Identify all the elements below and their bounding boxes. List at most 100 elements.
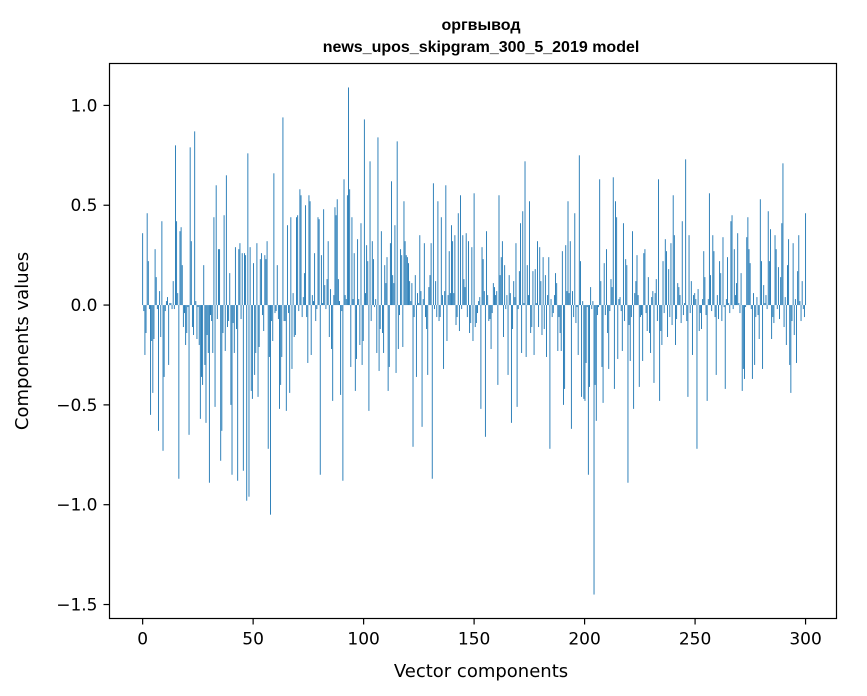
bar bbox=[173, 305, 175, 310]
bar bbox=[732, 305, 734, 310]
bar bbox=[266, 241, 268, 306]
bar bbox=[596, 305, 598, 316]
bar bbox=[319, 305, 321, 475]
bar bbox=[158, 305, 159, 431]
bar bbox=[213, 217, 215, 306]
bar bbox=[306, 305, 308, 318]
bar bbox=[616, 217, 618, 306]
bar bbox=[525, 305, 527, 357]
bar bbox=[227, 305, 228, 328]
bar bbox=[411, 283, 413, 306]
bar bbox=[715, 305, 717, 375]
bar bbox=[475, 305, 477, 324]
bar bbox=[527, 295, 529, 306]
bar bbox=[652, 291, 654, 306]
bar bbox=[551, 305, 553, 318]
bar bbox=[523, 303, 525, 306]
bar bbox=[251, 305, 253, 399]
bar bbox=[206, 305, 208, 336]
bar bbox=[577, 305, 579, 355]
bar bbox=[641, 305, 642, 316]
bar bbox=[302, 297, 304, 306]
bar bbox=[636, 255, 638, 306]
bar bbox=[361, 305, 363, 365]
bar bbox=[706, 305, 708, 401]
bar bbox=[224, 305, 226, 351]
bar bbox=[634, 293, 636, 306]
bar bbox=[392, 275, 394, 306]
bar bbox=[150, 305, 152, 415]
bar bbox=[457, 213, 459, 306]
bar bbox=[659, 305, 661, 401]
bar bbox=[586, 305, 588, 308]
bar bbox=[681, 221, 683, 306]
bar bbox=[582, 301, 584, 306]
bar bbox=[550, 299, 552, 306]
bar bbox=[441, 295, 443, 306]
bar bbox=[274, 305, 276, 314]
bar bbox=[530, 305, 532, 334]
bar bbox=[513, 281, 515, 306]
bar bbox=[572, 291, 573, 306]
bar bbox=[654, 293, 656, 306]
bar bbox=[148, 305, 150, 310]
bar bbox=[529, 201, 530, 306]
bar bbox=[452, 241, 454, 306]
bar bbox=[254, 305, 256, 375]
y-tick-label: 1.0 bbox=[70, 96, 97, 116]
bar bbox=[521, 305, 523, 353]
bar bbox=[540, 281, 542, 306]
bar bbox=[486, 231, 488, 306]
bar bbox=[800, 305, 802, 322]
bar bbox=[444, 291, 446, 306]
bar bbox=[249, 247, 251, 306]
bar bbox=[506, 295, 508, 306]
bar bbox=[798, 235, 800, 306]
bar bbox=[215, 185, 217, 306]
bar bbox=[621, 305, 623, 351]
bar bbox=[498, 195, 500, 306]
bar bbox=[682, 305, 684, 316]
bar bbox=[431, 305, 433, 479]
bar bbox=[214, 305, 216, 407]
bar bbox=[685, 159, 687, 306]
bar bbox=[432, 183, 434, 306]
bar bbox=[500, 257, 502, 306]
bar bbox=[789, 305, 791, 365]
bar bbox=[750, 305, 752, 310]
bar bbox=[757, 305, 759, 316]
bar bbox=[724, 305, 726, 389]
bar bbox=[591, 305, 593, 310]
bar bbox=[379, 305, 381, 330]
bar bbox=[456, 305, 458, 318]
bar bbox=[362, 305, 364, 341]
bar bbox=[477, 305, 478, 314]
bar bbox=[220, 305, 222, 461]
bar bbox=[609, 305, 611, 312]
bar bbox=[492, 283, 494, 306]
bar bbox=[598, 305, 599, 308]
bar bbox=[417, 293, 418, 306]
bar bbox=[552, 305, 554, 314]
bar bbox=[639, 305, 641, 318]
bar bbox=[494, 287, 495, 306]
bar bbox=[342, 305, 344, 481]
bar bbox=[625, 259, 627, 306]
bar bbox=[758, 305, 760, 339]
bar bbox=[792, 243, 794, 306]
bar bbox=[415, 305, 417, 377]
bar bbox=[776, 305, 778, 310]
bar bbox=[228, 305, 230, 322]
bar bbox=[619, 297, 621, 306]
bar bbox=[398, 305, 400, 316]
bar bbox=[686, 305, 688, 322]
bar bbox=[258, 305, 260, 347]
bar bbox=[298, 305, 300, 312]
bar bbox=[300, 195, 302, 306]
bar bbox=[651, 297, 653, 306]
bar bbox=[426, 305, 428, 330]
bar bbox=[145, 305, 147, 334]
bar bbox=[187, 305, 189, 308]
bar bbox=[711, 305, 713, 312]
bar bbox=[627, 305, 629, 483]
